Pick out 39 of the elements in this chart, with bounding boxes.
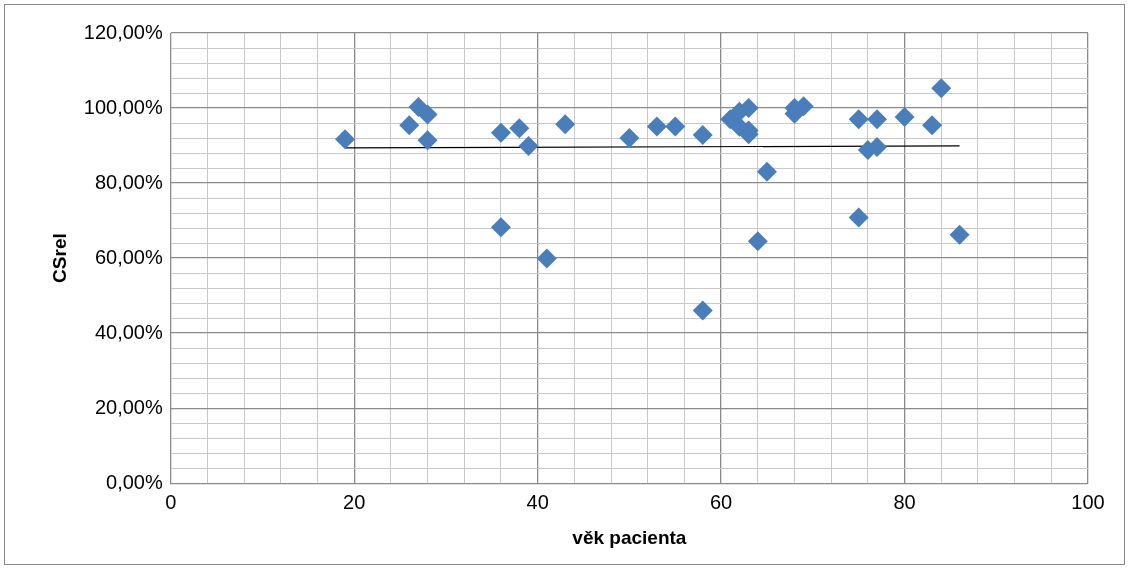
- x-tick-label: 80: [893, 490, 916, 513]
- y-axis-title: CSrel: [48, 233, 70, 283]
- x-tick-label: 60: [709, 490, 733, 513]
- y-tick-label: 0,00%: [106, 470, 163, 493]
- point: [417, 130, 438, 151]
- point: [922, 115, 943, 136]
- point: [867, 109, 888, 130]
- point: [417, 104, 438, 125]
- point: [665, 116, 686, 137]
- point: [536, 248, 557, 269]
- point: [518, 135, 539, 156]
- x-tick-label: 0: [165, 490, 177, 513]
- x-tick-label: 20: [343, 490, 366, 513]
- point: [848, 207, 869, 228]
- point: [509, 118, 530, 139]
- y-tick-label: 20,00%: [94, 395, 163, 418]
- x-axis-title: věk pacienta: [572, 526, 687, 548]
- y-tick-label: 80,00%: [94, 170, 163, 193]
- y-tick-label: 60,00%: [94, 245, 163, 268]
- point: [747, 231, 768, 252]
- point: [490, 122, 511, 143]
- point: [646, 116, 667, 137]
- x-tick-label: 40: [526, 490, 549, 513]
- point: [949, 224, 970, 245]
- point: [490, 217, 511, 238]
- point: [692, 300, 713, 321]
- point: [692, 125, 713, 146]
- point: [931, 78, 952, 99]
- point: [335, 129, 356, 150]
- point: [399, 115, 420, 136]
- point: [894, 107, 915, 128]
- y-tick-label: 120,00%: [83, 20, 163, 43]
- point: [619, 128, 640, 149]
- y-tick-label: 100,00%: [83, 95, 163, 118]
- point: [756, 161, 777, 182]
- point: [848, 109, 869, 130]
- x-tick-label: 100: [1071, 490, 1105, 513]
- point: [555, 114, 576, 135]
- y-tick-label: 40,00%: [94, 320, 163, 343]
